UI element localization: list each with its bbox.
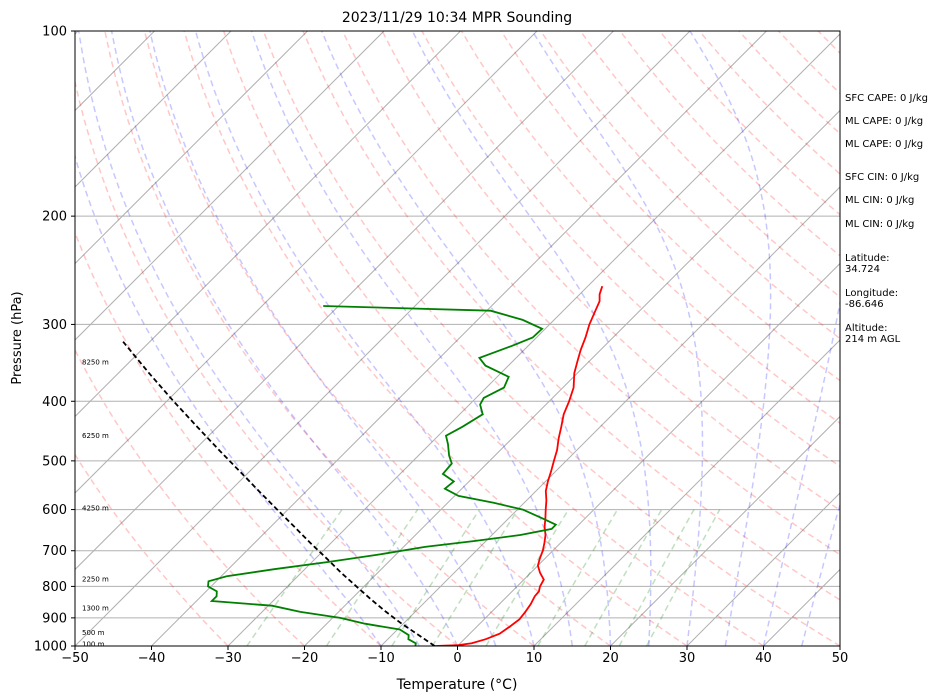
isotherm-line xyxy=(151,31,767,646)
stat-sfc-cin: SFC CIN: 0 J/kg xyxy=(845,172,920,183)
isotherm-line xyxy=(457,262,840,646)
dry-adiabat-line xyxy=(75,78,458,646)
moist-adiabat-line xyxy=(110,31,459,646)
isotherm-line xyxy=(533,339,840,646)
y-tick-label: 100 xyxy=(42,25,67,40)
isotherm-line xyxy=(610,415,840,646)
x-tick-label: −40 xyxy=(138,651,165,666)
height-label: 100 m xyxy=(82,640,105,648)
y-tick-label: 500 xyxy=(42,454,67,469)
y-tick-label: 400 xyxy=(42,395,67,410)
y-tick-label: 800 xyxy=(42,580,67,595)
plot-frame xyxy=(74,30,841,647)
x-tick-label: 20 xyxy=(602,651,619,666)
moist-adiabat-line xyxy=(411,31,652,646)
dry-adiabat-line xyxy=(75,453,229,646)
x-tick-label: 0 xyxy=(453,651,461,666)
isotherm-line xyxy=(75,31,385,341)
stat-ml-cape-1: ML CAPE: 0 J/kg xyxy=(845,116,924,127)
mixing-ratio-line xyxy=(325,509,419,646)
moist-adiabat-line xyxy=(762,298,840,646)
mixing-ratio-line xyxy=(645,509,721,646)
y-tick-label: 200 xyxy=(42,210,67,225)
isotherm-line xyxy=(75,31,308,265)
dry-adiabat-line xyxy=(341,31,840,556)
moist-adiabat-line xyxy=(531,31,704,646)
dry-adiabat-line xyxy=(222,31,764,646)
moist-adiabat-line xyxy=(194,31,535,646)
height-label: 8250 m xyxy=(82,358,109,366)
isotherm-line xyxy=(75,31,614,571)
isotherm-line xyxy=(227,33,840,646)
moist-adiabat-line xyxy=(801,501,840,646)
y-tick-label: 700 xyxy=(42,544,67,559)
x-axis-label: Temperature (°C) xyxy=(396,677,518,693)
height-label: 2250 m xyxy=(82,575,109,583)
stat-ml-cin-1: ML CIN: 0 J/kg xyxy=(845,195,915,206)
x-tick-label: 10 xyxy=(526,651,543,666)
isotherm-line xyxy=(75,31,461,418)
parcel-profile-line xyxy=(122,341,436,646)
y-tick-label: 300 xyxy=(42,318,67,333)
moist-adiabat-line xyxy=(149,31,497,646)
isotherm-line xyxy=(75,31,232,188)
station-altitude: Altitude: 214 m AGL xyxy=(845,323,901,345)
isotherm-line xyxy=(75,31,538,494)
dry-adiabat-line xyxy=(104,31,535,646)
stat-ml-cin-2: ML CIN: 0 J/kg xyxy=(845,219,915,230)
station-latitude: Latitude: 34.724 xyxy=(845,253,890,275)
stat-sfc-cape: SFC CAPE: 0 J/kg xyxy=(845,93,928,104)
moist-adiabat-line xyxy=(77,31,420,646)
moist-adiabat-line xyxy=(689,31,772,646)
mixing-ratio-line xyxy=(431,509,519,646)
x-tick-label: −20 xyxy=(291,651,318,666)
mixing-ratio-line xyxy=(246,509,343,646)
dry-adiabat-line xyxy=(75,348,306,646)
dry-adiabat-line xyxy=(143,31,611,646)
x-tick-label: 50 xyxy=(832,651,849,666)
x-tick-label: 40 xyxy=(755,651,772,666)
height-label: 6250 m xyxy=(82,432,109,440)
x-tick-label: −30 xyxy=(214,651,241,666)
height-label: 4250 m xyxy=(82,504,109,512)
chart-title: 2023/11/29 10:34 MPR Sounding xyxy=(342,10,572,26)
station-longitude: Longitude: -86.646 xyxy=(845,288,899,310)
dry-adiabat-line xyxy=(262,31,840,646)
height-label: 500 m xyxy=(82,629,105,637)
mixing-ratio-line xyxy=(485,509,570,646)
mixing-ratio-line xyxy=(584,509,663,646)
height-label: 1300 m xyxy=(82,605,109,613)
dry-adiabat-line xyxy=(183,31,688,646)
dry-adiabat-line xyxy=(75,230,382,646)
isotherm-line xyxy=(0,31,2,646)
y-axis-label: Pressure (hPa) xyxy=(10,291,25,384)
dry-adiabat-line xyxy=(381,31,840,512)
isotherm-line xyxy=(75,31,691,646)
x-tick-label: 30 xyxy=(679,651,696,666)
dewpoint-profile-line xyxy=(207,305,558,646)
moist-adiabat-line xyxy=(321,31,612,646)
mixing-ratio-line xyxy=(391,509,481,646)
x-tick-label: −50 xyxy=(61,651,88,666)
temperature-profile-line xyxy=(434,285,604,646)
y-tick-label: 900 xyxy=(42,611,67,626)
x-tick-label: −10 xyxy=(367,651,394,666)
isotherm-line xyxy=(686,492,840,646)
isotherm-line xyxy=(380,186,840,646)
mixing-ratio-line xyxy=(537,509,619,646)
dry-adiabat-line xyxy=(579,31,840,298)
moist-adiabat-line xyxy=(250,31,574,646)
y-tick-label: 600 xyxy=(42,503,67,518)
y-tick-label: 1000 xyxy=(34,640,67,655)
mixing-ratio-line xyxy=(618,509,695,646)
isotherm-line xyxy=(304,109,840,646)
stat-ml-cape-2: ML CAPE: 0 J/kg xyxy=(845,139,924,150)
